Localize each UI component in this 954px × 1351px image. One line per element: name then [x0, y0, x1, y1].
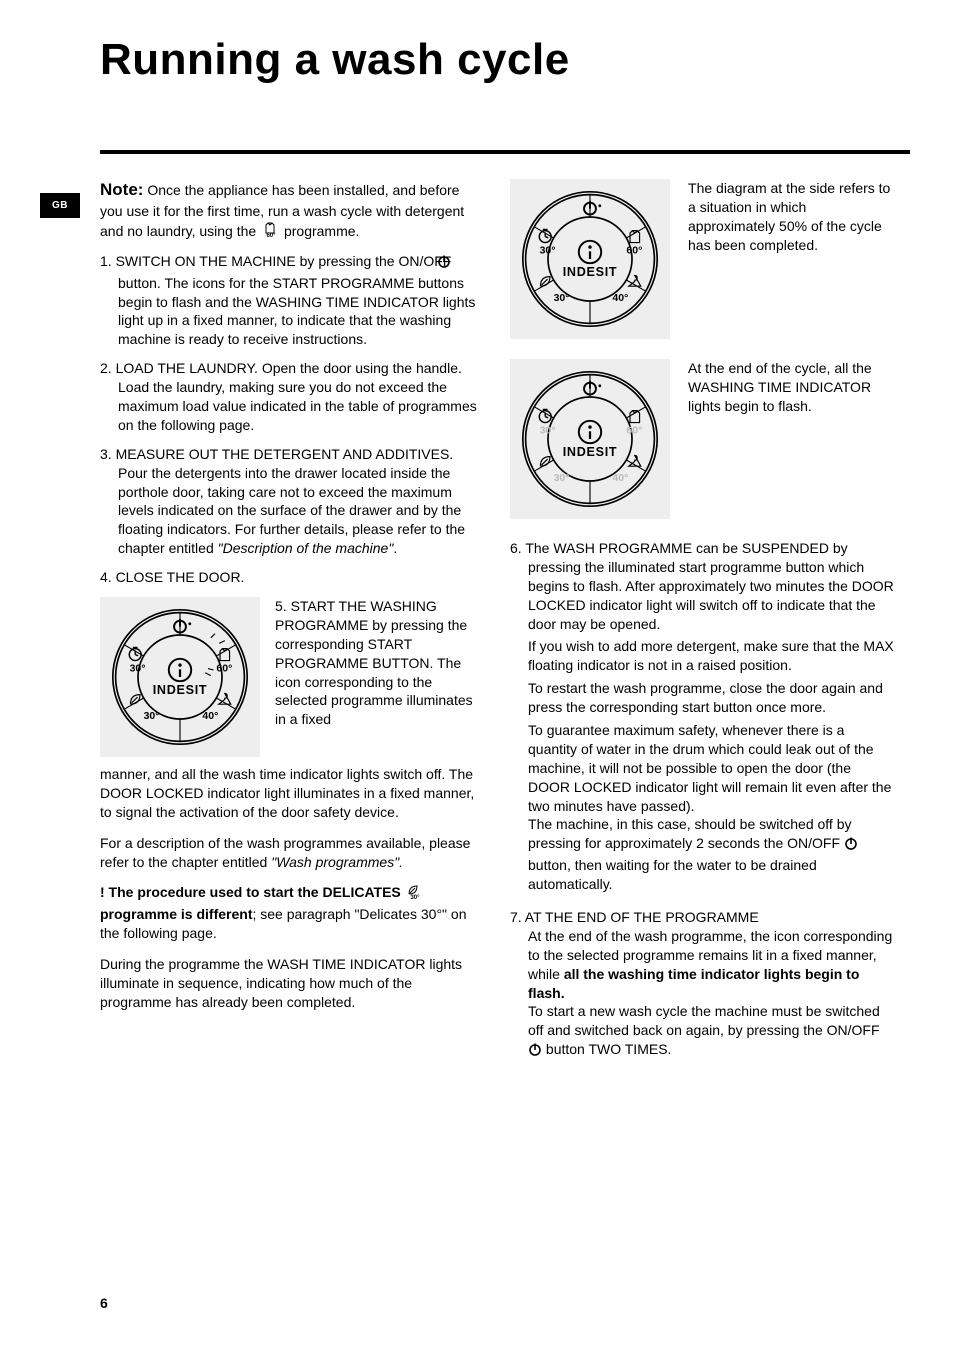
- note-label: Note:: [100, 180, 143, 199]
- svg-text:30°: 30°: [130, 662, 146, 674]
- step-5-wrap-text: 5. START THE WASHING PROGRAMME by pressi…: [275, 597, 482, 757]
- svg-text:60°: 60°: [626, 244, 642, 256]
- caption-end: At the end of the cycle, all the WASHING…: [688, 359, 894, 519]
- language-tab: GB: [40, 193, 80, 218]
- svg-text:INDESIT: INDESIT: [563, 445, 618, 459]
- note-body-2: programme.: [280, 223, 359, 239]
- delicates-note: ! The procedure used to start the DELICA…: [100, 883, 482, 943]
- svg-text:30°: 30°: [540, 424, 556, 436]
- svg-text:40°: 40°: [612, 472, 628, 484]
- page-number: 6: [100, 1295, 108, 1311]
- svg-text:30°: 30°: [554, 292, 570, 304]
- svg-text:30°: 30°: [144, 710, 160, 722]
- right-column: 30° 60° 30° 40° INDESIT The diagram at t…: [510, 179, 894, 1072]
- caption-50pct: The diagram at the side refers to a situ…: [688, 179, 894, 339]
- svg-text:40°: 40°: [612, 292, 628, 304]
- svg-text:40°: 40°: [202, 710, 218, 722]
- note-paragraph: Note: Once the appliance has been instal…: [100, 179, 482, 244]
- svg-text:60°: 60°: [267, 233, 277, 239]
- svg-text:60°: 60°: [216, 662, 232, 674]
- svg-text:INDESIT: INDESIT: [563, 265, 618, 279]
- step-2: 2. LOAD THE LAUNDRY. Open the door using…: [100, 359, 482, 435]
- leaf-30-icon: 30°: [405, 884, 423, 905]
- svg-text:30°: 30°: [410, 895, 420, 900]
- step-1: 1. SWITCH ON THE MACHINE by pressing the…: [100, 252, 482, 349]
- step-7: 7. AT THE END OF THE PROGRAMME At the en…: [510, 908, 894, 1062]
- svg-text:60°: 60°: [626, 424, 642, 436]
- step-6: 6. The WASH PROGRAMME can be SUSPENDED b…: [510, 539, 894, 894]
- svg-text:30°: 30°: [554, 472, 570, 484]
- svg-text:INDESIT: INDESIT: [153, 683, 208, 697]
- step-3: 3. MEASURE OUT THE DETERGENT AND ADDITIV…: [100, 445, 482, 558]
- step-4: 4. CLOSE THE DOOR.: [100, 568, 482, 587]
- dial-diagram-end: 30° 60° 30° 40° INDESIT: [510, 359, 670, 519]
- dial-diagram-50pct: 30° 60° 30° 40° INDESIT: [510, 179, 670, 339]
- page-title: Running a wash cycle: [100, 35, 894, 85]
- shirt-60-icon: 60°: [260, 221, 280, 244]
- sequence-para: During the programme the WASH TIME INDIC…: [100, 955, 482, 1012]
- left-column: Note: Once the appliance has been instal…: [100, 179, 482, 1072]
- power-icon: [844, 837, 858, 856]
- svg-text:30°: 30°: [540, 244, 556, 256]
- divider-rule: [100, 150, 910, 154]
- power-icon: [528, 1043, 542, 1062]
- step-5-cont: manner, and all the wash time indicator …: [100, 765, 482, 822]
- wash-prog-ref: For a description of the wash programmes…: [100, 834, 482, 872]
- dial-diagram-start: 30° 60° 30° 40° INDESIT: [100, 597, 260, 757]
